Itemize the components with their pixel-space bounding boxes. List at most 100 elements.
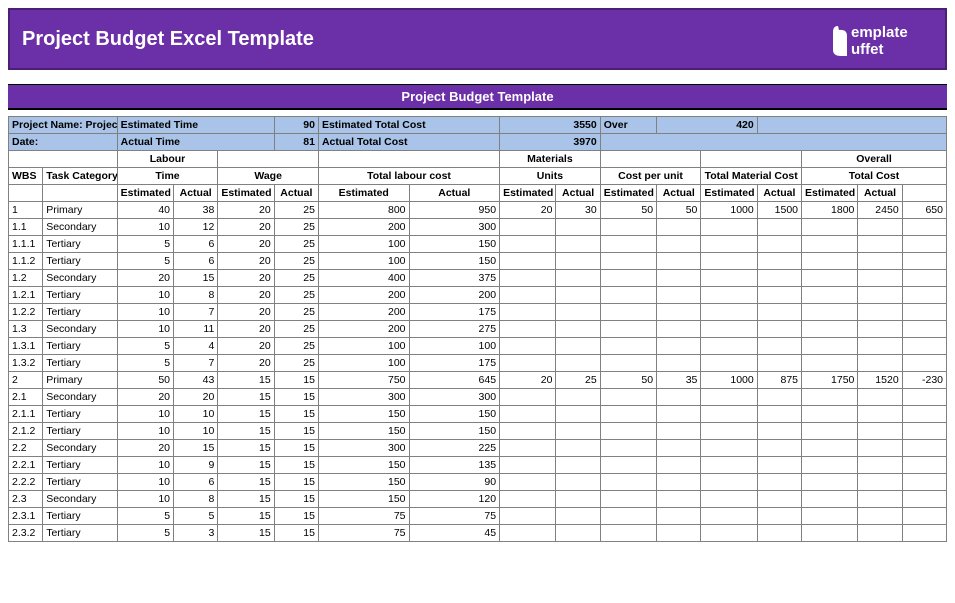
cell-value: 1000 [701,372,757,389]
cell-value [858,491,902,508]
cell-value: 12 [174,219,218,236]
cell-value [500,338,556,355]
cell-wbs: 2.1.2 [9,423,43,440]
cell-wbs: 1.3.1 [9,338,43,355]
cell-value [600,406,656,423]
cell-category: Secondary [43,491,117,508]
cell-category: Tertiary [43,287,117,304]
cell-value: 20 [218,321,274,338]
cell-value: 6 [174,474,218,491]
cell-value: 750 [318,372,409,389]
cell-value: 3 [174,525,218,542]
cell-category: Tertiary [43,423,117,440]
cell-wbs: 1.1.2 [9,253,43,270]
cell-value: 175 [409,355,500,372]
cell-category: Tertiary [43,253,117,270]
cell-value [600,457,656,474]
cell-value [858,423,902,440]
cell-value [600,270,656,287]
cell-value [757,508,801,525]
cell-value: 8 [174,491,218,508]
cell-value [757,219,801,236]
cell-value: 15 [218,440,274,457]
cell-value [657,253,701,270]
cell-value [701,236,757,253]
cell-wbs: 1.3.2 [9,355,43,372]
cell-value [757,304,801,321]
cell-value: 35 [657,372,701,389]
cell-value: 20 [218,253,274,270]
cell-value [500,423,556,440]
table-row: 1.2.1Tertiary1082025200200 [9,287,947,304]
cell-value: 15 [218,372,274,389]
cell-value [657,270,701,287]
cell-value [500,321,556,338]
cell-value [500,270,556,287]
cell-value: 25 [274,321,318,338]
cell-value [600,287,656,304]
cell-value: 200 [318,219,409,236]
cell-value: 150 [318,491,409,508]
cell-value: 7 [174,304,218,321]
cell-value [657,423,701,440]
cell-category: Secondary [43,440,117,457]
cell-value [701,508,757,525]
table-row: 2.2.2Tertiary106151515090 [9,474,947,491]
cell-value [757,287,801,304]
cell-wbs: 1.3 [9,321,43,338]
cell-wbs: 1 [9,202,43,219]
cell-value [500,525,556,542]
cell-wbs: 2.2.2 [9,474,43,491]
cell-value [757,474,801,491]
table-row: 2.2.1Tertiary1091515150135 [9,457,947,474]
cell-value [657,406,701,423]
cell-value [657,457,701,474]
cell-value: 10 [117,287,173,304]
table-row: 2.1Secondary20201515300300 [9,389,947,406]
cell-value [902,440,946,457]
cell-value: 10 [117,321,173,338]
cell-value [802,474,858,491]
cell-value [556,457,600,474]
cell-value: 7 [174,355,218,372]
cell-value [858,457,902,474]
cell-value: 50 [600,202,656,219]
cell-value [701,219,757,236]
cell-value [600,440,656,457]
cell-value [600,389,656,406]
cell-value: 15 [218,508,274,525]
cell-value: 6 [174,236,218,253]
cell-value [500,440,556,457]
table-row: 1.3Secondary10112025200275 [9,321,947,338]
cell-value: 15 [274,440,318,457]
cell-value [556,508,600,525]
cell-value: 225 [409,440,500,457]
cell-wbs: 2.3.2 [9,525,43,542]
cell-value: 800 [318,202,409,219]
cell-category: Tertiary [43,338,117,355]
header-est-act: EstimatedActual EstimatedActual Estimate… [9,185,947,202]
cell-value [858,219,902,236]
cell-value [802,508,858,525]
cell-category: Tertiary [43,304,117,321]
cell-value [701,457,757,474]
info-row-1: Project Name: Project ABC Estimated Time… [9,117,947,134]
cell-value [701,423,757,440]
cell-value [701,253,757,270]
cell-value: 135 [409,457,500,474]
cell-wbs: 2.2 [9,440,43,457]
cell-value [757,491,801,508]
cell-value: 150 [409,236,500,253]
cell-value [902,389,946,406]
cell-value: 15 [218,474,274,491]
cell-value: -230 [902,372,946,389]
cell-value [657,508,701,525]
cell-category: Tertiary [43,508,117,525]
table-row: 1Primary40382025800950203050501000150018… [9,202,947,219]
cell-value: 1500 [757,202,801,219]
cell-value [902,355,946,372]
cell-value: 15 [274,372,318,389]
cell-value: 15 [274,491,318,508]
cell-value: 15 [218,389,274,406]
cell-value [858,287,902,304]
